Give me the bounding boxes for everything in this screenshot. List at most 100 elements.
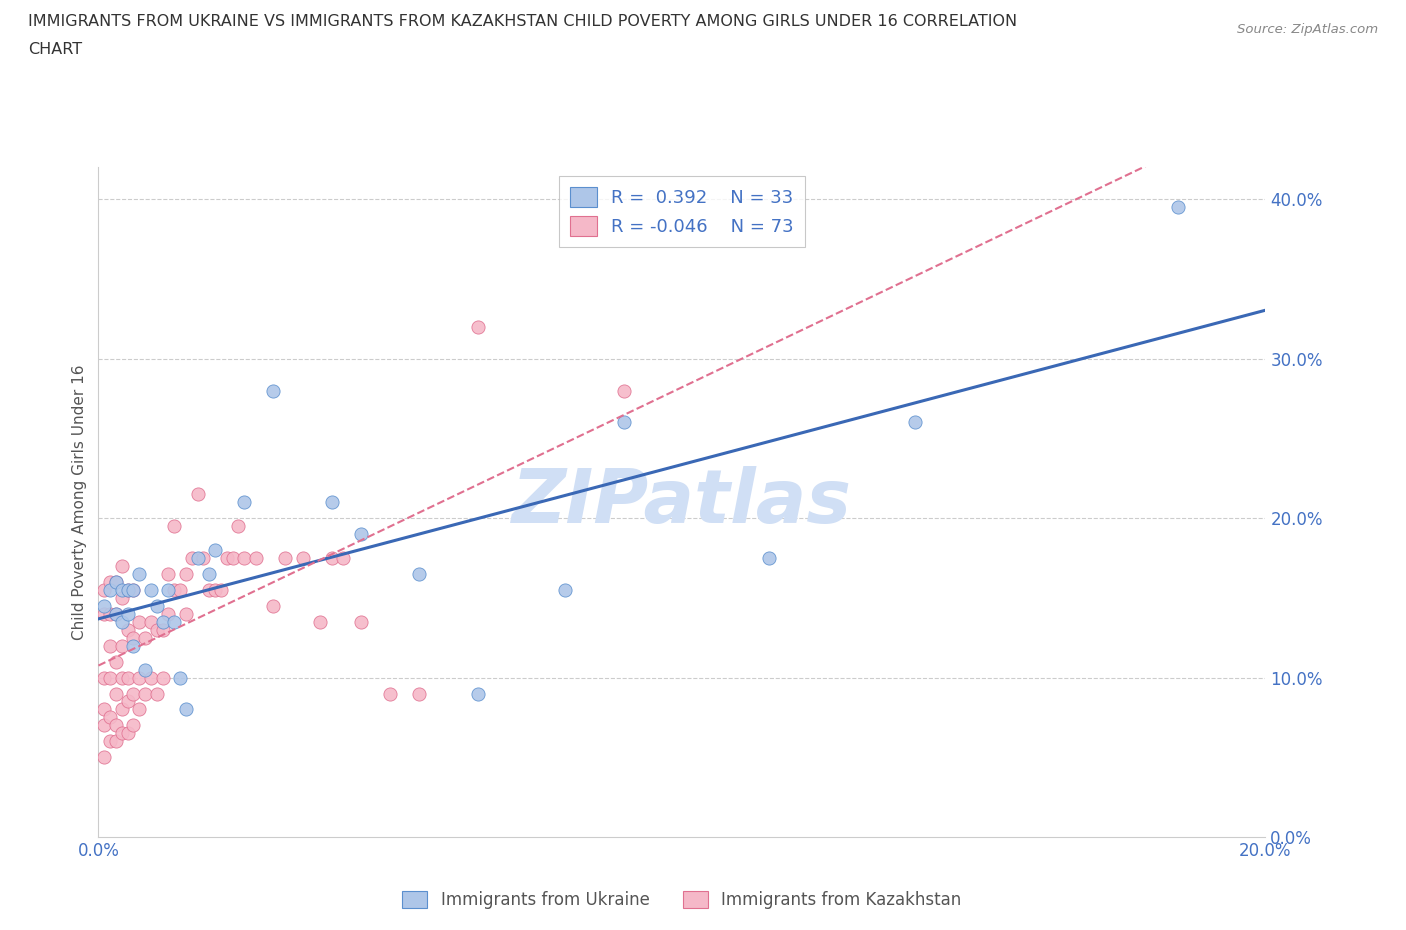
Text: IMMIGRANTS FROM UKRAINE VS IMMIGRANTS FROM KAZAKHSTAN CHILD POVERTY AMONG GIRLS : IMMIGRANTS FROM UKRAINE VS IMMIGRANTS FR… xyxy=(28,14,1018,29)
Point xyxy=(134,662,156,677)
Point xyxy=(467,686,489,701)
Point xyxy=(122,686,145,701)
Point xyxy=(98,638,121,653)
Legend: Immigrants from Ukraine, Immigrants from Kazakhstan: Immigrants from Ukraine, Immigrants from… xyxy=(395,884,969,916)
Point xyxy=(174,702,197,717)
Point xyxy=(228,519,250,534)
Point xyxy=(350,615,373,630)
Point xyxy=(122,631,145,645)
Point xyxy=(245,551,267,565)
Point xyxy=(758,551,780,565)
Point xyxy=(180,551,202,565)
Point xyxy=(128,566,150,581)
Point xyxy=(134,631,156,645)
Y-axis label: Child Poverty Among Girls Under 16: Child Poverty Among Girls Under 16 xyxy=(72,365,87,640)
Point xyxy=(104,575,127,590)
Point xyxy=(117,582,139,597)
Point xyxy=(554,582,576,597)
Point xyxy=(117,622,139,637)
Point xyxy=(117,606,139,621)
Point xyxy=(93,750,115,764)
Point xyxy=(321,551,343,565)
Point xyxy=(134,686,156,701)
Point xyxy=(128,671,150,685)
Point xyxy=(163,519,186,534)
Point xyxy=(146,622,169,637)
Text: ZIPatlas: ZIPatlas xyxy=(512,466,852,538)
Point xyxy=(262,598,284,613)
Point xyxy=(152,671,174,685)
Point xyxy=(146,686,169,701)
Point xyxy=(111,615,134,630)
Point xyxy=(198,582,221,597)
Point xyxy=(215,551,238,565)
Point xyxy=(152,622,174,637)
Point xyxy=(187,486,209,501)
Point xyxy=(98,575,121,590)
Point xyxy=(122,718,145,733)
Point xyxy=(204,582,226,597)
Point xyxy=(117,694,139,709)
Point xyxy=(193,551,215,565)
Point xyxy=(157,566,180,581)
Text: CHART: CHART xyxy=(28,42,82,57)
Point xyxy=(98,582,121,597)
Point xyxy=(612,383,634,398)
Point xyxy=(122,638,145,653)
Point xyxy=(221,551,243,565)
Point xyxy=(174,606,197,621)
Point xyxy=(117,671,139,685)
Point xyxy=(93,606,115,621)
Point xyxy=(104,734,127,749)
Point xyxy=(98,710,121,724)
Point xyxy=(163,615,186,630)
Point xyxy=(350,526,373,541)
Point xyxy=(111,702,134,717)
Point xyxy=(163,582,186,597)
Point xyxy=(117,582,139,597)
Point xyxy=(262,383,284,398)
Point xyxy=(904,415,927,430)
Point xyxy=(233,551,256,565)
Point xyxy=(321,495,343,510)
Point xyxy=(111,638,134,653)
Point xyxy=(139,671,162,685)
Point xyxy=(93,582,115,597)
Point xyxy=(157,582,180,597)
Point xyxy=(98,671,121,685)
Point xyxy=(111,671,134,685)
Point xyxy=(111,559,134,574)
Point xyxy=(139,582,162,597)
Point xyxy=(111,726,134,741)
Point xyxy=(104,686,127,701)
Text: Source: ZipAtlas.com: Source: ZipAtlas.com xyxy=(1237,23,1378,36)
Point xyxy=(174,566,197,581)
Point xyxy=(408,686,430,701)
Point xyxy=(104,718,127,733)
Point xyxy=(122,582,145,597)
Point xyxy=(104,606,127,621)
Point xyxy=(187,551,209,565)
Point xyxy=(169,671,191,685)
Point xyxy=(209,582,232,597)
Point xyxy=(467,319,489,334)
Point xyxy=(152,615,174,630)
Point xyxy=(157,606,180,621)
Point xyxy=(408,566,430,581)
Point xyxy=(93,598,115,613)
Point xyxy=(98,734,121,749)
Point xyxy=(274,551,297,565)
Point xyxy=(104,654,127,669)
Point xyxy=(233,495,256,510)
Point xyxy=(139,615,162,630)
Point xyxy=(98,606,121,621)
Point xyxy=(128,615,150,630)
Point xyxy=(332,551,354,565)
Point xyxy=(128,702,150,717)
Point xyxy=(111,591,134,605)
Point xyxy=(93,671,115,685)
Point xyxy=(1167,200,1189,215)
Point xyxy=(169,582,191,597)
Point xyxy=(198,566,221,581)
Point xyxy=(93,702,115,717)
